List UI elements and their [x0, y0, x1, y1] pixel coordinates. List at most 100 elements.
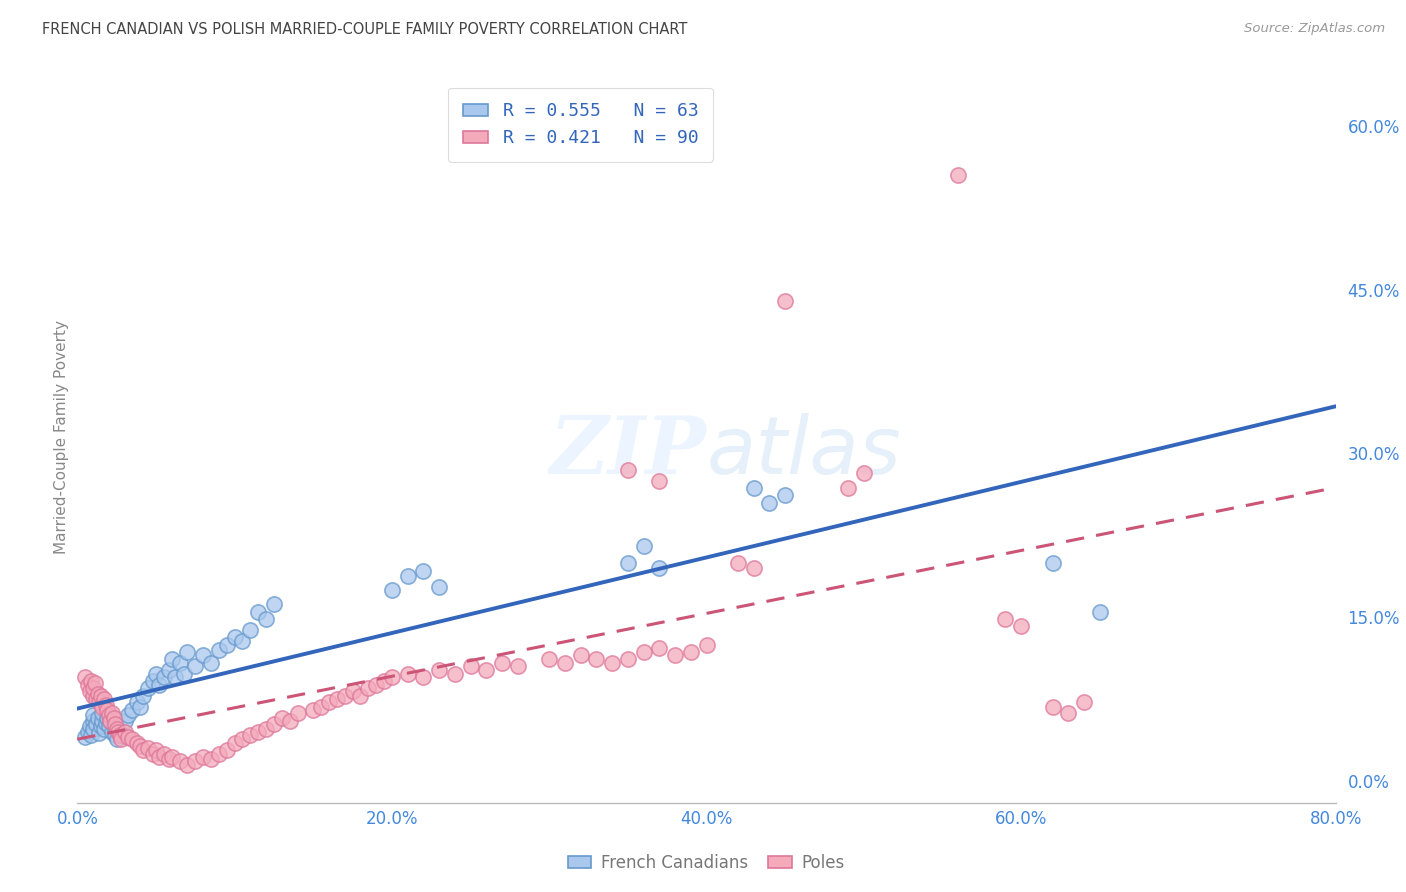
Point — [82, 722, 104, 736]
Point — [633, 539, 655, 553]
Point — [506, 659, 529, 673]
Point — [1042, 699, 1064, 714]
Point — [648, 640, 671, 655]
Point — [104, 717, 127, 731]
Point — [617, 651, 640, 665]
Point — [97, 719, 120, 733]
Point — [132, 689, 155, 703]
Point — [101, 706, 124, 721]
Point — [679, 645, 702, 659]
Point — [349, 689, 371, 703]
Point — [460, 659, 482, 673]
Point — [148, 678, 170, 692]
Point — [773, 488, 796, 502]
Point — [852, 466, 875, 480]
Point — [94, 716, 117, 731]
Point — [1057, 706, 1080, 721]
Point — [77, 724, 100, 739]
Point — [105, 722, 128, 736]
Point — [101, 724, 124, 739]
Point — [263, 717, 285, 731]
Point — [758, 495, 780, 509]
Point — [208, 747, 231, 761]
Point — [617, 556, 640, 570]
Point — [142, 673, 165, 688]
Point — [208, 643, 231, 657]
Point — [427, 580, 450, 594]
Point — [1010, 619, 1032, 633]
Point — [191, 648, 215, 663]
Point — [145, 743, 167, 757]
Text: ZIP: ZIP — [550, 413, 707, 491]
Point — [153, 670, 176, 684]
Point — [82, 714, 104, 728]
Point — [538, 651, 561, 665]
Point — [103, 719, 125, 733]
Point — [90, 689, 112, 703]
Point — [87, 687, 110, 701]
Point — [114, 714, 136, 728]
Point — [98, 714, 121, 728]
Point — [83, 675, 105, 690]
Point — [600, 656, 623, 670]
Point — [136, 741, 159, 756]
Point — [569, 648, 592, 663]
Point — [994, 612, 1017, 626]
Point — [90, 719, 112, 733]
Point — [742, 561, 765, 575]
Point — [75, 731, 97, 745]
Point — [91, 706, 114, 721]
Point — [191, 750, 215, 764]
Point — [87, 711, 110, 725]
Point — [97, 708, 120, 723]
Point — [648, 474, 671, 488]
Point — [287, 706, 309, 721]
Point — [1088, 605, 1111, 619]
Point — [176, 645, 198, 659]
Point — [184, 754, 207, 768]
Point — [117, 731, 139, 745]
Legend: French Canadians, Poles: French Canadians, Poles — [561, 847, 852, 879]
Point — [108, 728, 131, 742]
Point — [114, 724, 136, 739]
Point — [333, 689, 356, 703]
Point — [270, 711, 292, 725]
Point — [84, 717, 107, 731]
Point — [617, 463, 640, 477]
Point — [1042, 556, 1064, 570]
Point — [127, 695, 149, 709]
Point — [585, 651, 607, 665]
Point — [142, 747, 165, 761]
Point — [105, 732, 128, 747]
Point — [396, 667, 419, 681]
Point — [80, 728, 103, 742]
Point — [326, 692, 349, 706]
Point — [84, 692, 107, 706]
Point — [837, 482, 859, 496]
Point — [318, 695, 340, 709]
Point — [129, 739, 152, 753]
Point — [231, 634, 253, 648]
Point — [121, 732, 143, 747]
Point — [278, 714, 301, 728]
Point — [117, 708, 139, 723]
Text: Source: ZipAtlas.com: Source: ZipAtlas.com — [1244, 22, 1385, 36]
Point — [696, 638, 718, 652]
Point — [89, 726, 111, 740]
Point — [254, 612, 277, 626]
Point — [107, 722, 129, 736]
Point — [224, 630, 246, 644]
Point — [121, 703, 143, 717]
Point — [93, 722, 115, 736]
Point — [157, 752, 180, 766]
Point — [93, 692, 115, 706]
Point — [79, 719, 101, 733]
Point — [302, 703, 325, 717]
Point — [231, 732, 253, 747]
Point — [224, 736, 246, 750]
Point — [215, 638, 238, 652]
Point — [107, 724, 129, 739]
Point — [727, 556, 749, 570]
Point — [215, 743, 238, 757]
Point — [80, 673, 103, 688]
